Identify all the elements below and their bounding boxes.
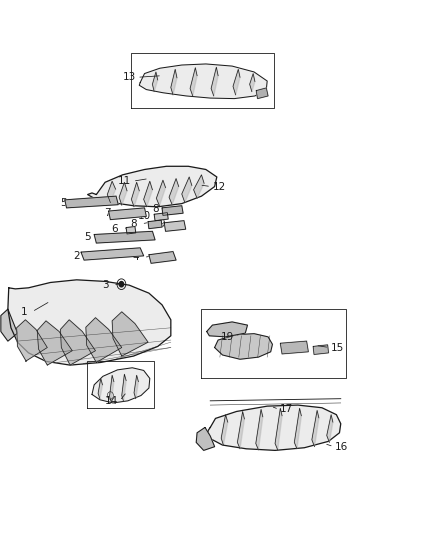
Text: 8: 8 xyxy=(130,219,137,229)
Polygon shape xyxy=(134,375,138,399)
Polygon shape xyxy=(164,221,186,231)
Polygon shape xyxy=(148,220,162,229)
Text: 14: 14 xyxy=(105,396,118,406)
Polygon shape xyxy=(86,318,122,362)
Polygon shape xyxy=(194,175,204,198)
Polygon shape xyxy=(112,312,148,356)
Polygon shape xyxy=(122,374,126,401)
Polygon shape xyxy=(156,180,166,206)
Text: 5: 5 xyxy=(60,198,67,207)
Polygon shape xyxy=(327,415,333,442)
Text: 16: 16 xyxy=(335,442,348,451)
Polygon shape xyxy=(94,231,155,243)
Polygon shape xyxy=(126,227,136,234)
Polygon shape xyxy=(215,334,272,359)
Polygon shape xyxy=(256,88,268,99)
Text: 17: 17 xyxy=(280,405,293,414)
Polygon shape xyxy=(144,181,152,207)
Polygon shape xyxy=(109,208,146,220)
Text: 6: 6 xyxy=(111,224,118,234)
Text: 9: 9 xyxy=(159,219,166,229)
Text: 4: 4 xyxy=(132,253,139,262)
Polygon shape xyxy=(221,415,228,445)
Text: 1: 1 xyxy=(21,307,28,317)
Text: 12: 12 xyxy=(212,182,226,191)
Text: 3: 3 xyxy=(102,280,109,290)
Polygon shape xyxy=(233,69,240,95)
Polygon shape xyxy=(211,67,218,96)
Polygon shape xyxy=(149,252,176,263)
Polygon shape xyxy=(131,182,139,207)
Text: 8: 8 xyxy=(152,204,159,214)
Polygon shape xyxy=(275,408,282,450)
Polygon shape xyxy=(182,177,192,203)
Polygon shape xyxy=(196,427,215,450)
Text: 2: 2 xyxy=(73,251,80,261)
Text: 11: 11 xyxy=(118,176,131,186)
Polygon shape xyxy=(169,179,179,205)
Text: 5: 5 xyxy=(84,232,91,242)
Polygon shape xyxy=(17,320,47,361)
Polygon shape xyxy=(65,196,118,208)
Circle shape xyxy=(119,281,124,287)
Polygon shape xyxy=(207,322,247,337)
Polygon shape xyxy=(208,405,341,450)
Polygon shape xyxy=(162,206,183,215)
Polygon shape xyxy=(237,411,244,449)
Polygon shape xyxy=(171,69,177,95)
Polygon shape xyxy=(313,345,328,354)
Text: 15: 15 xyxy=(331,343,344,352)
Polygon shape xyxy=(280,341,308,354)
Polygon shape xyxy=(154,213,168,221)
Polygon shape xyxy=(250,74,255,92)
Polygon shape xyxy=(152,72,158,92)
Polygon shape xyxy=(98,378,102,399)
Text: 13: 13 xyxy=(123,72,136,82)
Polygon shape xyxy=(1,309,18,341)
Text: 7: 7 xyxy=(104,208,111,218)
Polygon shape xyxy=(81,248,144,260)
Polygon shape xyxy=(294,408,301,449)
Polygon shape xyxy=(119,182,127,205)
Polygon shape xyxy=(60,320,95,365)
Polygon shape xyxy=(107,181,116,203)
Text: 19: 19 xyxy=(221,332,234,342)
Polygon shape xyxy=(8,280,171,365)
Polygon shape xyxy=(256,409,263,450)
Polygon shape xyxy=(88,166,217,207)
Polygon shape xyxy=(190,68,197,96)
Polygon shape xyxy=(139,64,267,99)
Polygon shape xyxy=(92,368,150,403)
Polygon shape xyxy=(312,410,319,447)
Text: 10: 10 xyxy=(138,211,151,221)
Polygon shape xyxy=(110,375,114,402)
Polygon shape xyxy=(37,321,72,365)
